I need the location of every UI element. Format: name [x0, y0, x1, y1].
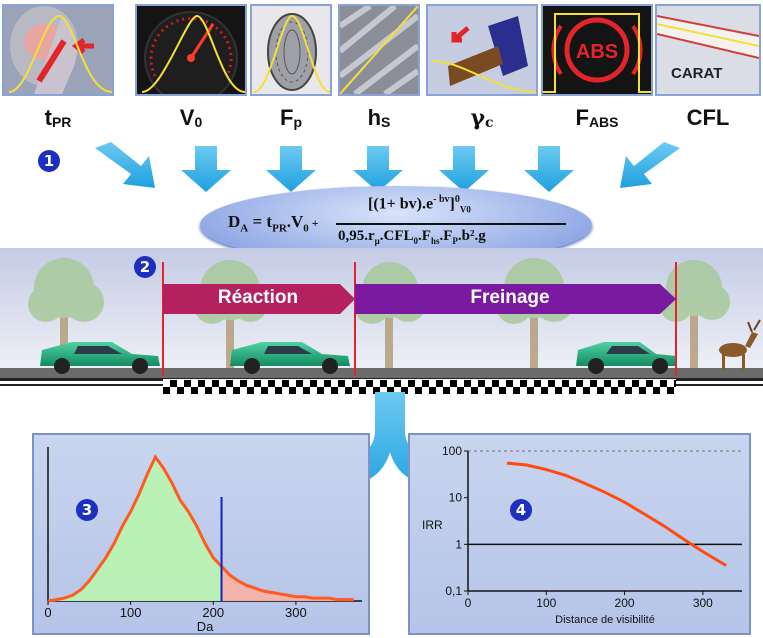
area-below-threshold — [48, 457, 222, 601]
x-axis-label: Distance de visibilité — [555, 614, 655, 626]
factor-card-tpr — [2, 4, 114, 96]
deer-icon — [719, 319, 761, 370]
x-tick-label: 200 — [615, 596, 635, 610]
x-tick-label: 0 — [44, 605, 51, 620]
carat-road-icon: CARAT — [657, 6, 759, 94]
chart-panel-distribution: 0 100 200 300 Da 3 — [32, 433, 370, 635]
phase-braking-label: Freinage — [470, 287, 550, 308]
arrow-down-icon — [181, 146, 574, 192]
x-tick-label: 300 — [693, 596, 713, 610]
car-icon — [40, 342, 676, 374]
x-tick-label: 200 — [202, 605, 224, 620]
irr-chart: 0,1 1 10 100 0 100 200 300 IRR Distance de visibi… — [422, 444, 742, 626]
brake-pedal-icon — [428, 6, 536, 94]
x-tick-label: 300 — [285, 605, 307, 620]
tread-icon — [340, 6, 418, 94]
step-4-badge: 4 — [510, 499, 532, 521]
reaction-arrow — [163, 284, 355, 314]
formula-numerator: [(1+ bv).e- bv]0V0 — [368, 194, 471, 215]
y-tick-label: 0,1 — [445, 584, 462, 598]
area-above-threshold — [221, 566, 354, 601]
y-tick-label: 100 — [442, 444, 462, 458]
chart-panel-irr: 0,1 1 10 100 0 100 200 300 IRR Distance de visibi… — [408, 433, 751, 635]
y-tick-label: 1 — [455, 537, 462, 551]
label-tpr: tPR — [44, 105, 72, 130]
label-fp: Fp — [279, 105, 302, 130]
braking-arrow — [355, 284, 676, 314]
formula-lhs: DA = tPR.V0 + — [228, 212, 319, 235]
formula-denominator: 0,95.rμ.CFL0.Fhs.FP.b².g — [338, 228, 486, 246]
factor-card-v0 — [135, 4, 247, 96]
distribution-line — [47, 454, 354, 603]
label-fabs: FABS — [575, 105, 619, 130]
x-axis-label: Da — [197, 619, 214, 633]
factor-card-hs — [338, 4, 420, 96]
irr-line — [506, 461, 728, 567]
factor-card-fp — [250, 4, 332, 96]
label-gc: γc — [470, 105, 494, 131]
factor-card-cfl: CARAT — [655, 4, 761, 96]
checkered-pattern — [163, 380, 676, 394]
step-2-badge: 2 — [134, 256, 156, 278]
label-v0: V0 — [179, 105, 203, 130]
y-tick-label: 10 — [449, 491, 463, 505]
road-scene — [0, 248, 763, 391]
distribution-chart: 0 100 200 300 Da — [44, 447, 362, 634]
fraction-bar — [336, 223, 566, 225]
factor-card-gc — [426, 4, 538, 96]
input-arrows — [95, 142, 680, 192]
phase-reaction-label: Réaction — [217, 287, 299, 308]
x-tick-label: 100 — [120, 605, 142, 620]
y-axis-label: IRR — [422, 518, 443, 532]
x-tick-label: 0 — [465, 596, 472, 610]
abs-warning-icon: ABS — [543, 6, 651, 94]
step-1-badge: 1 — [38, 150, 60, 172]
tyre-icon — [252, 6, 330, 94]
x-tick-label: 100 — [536, 596, 556, 610]
label-hs: hS — [367, 105, 391, 130]
factor-card-fabs: ABS — [541, 4, 653, 96]
formula: DA = tPR.V0 + [(1+ bv).e- bv]0V0 0,95.rμ… — [228, 194, 568, 258]
step-3-badge: 3 — [76, 499, 98, 521]
head-reaction-icon — [4, 6, 112, 94]
abs-text: ABS — [576, 41, 618, 63]
speedometer-icon — [137, 6, 245, 94]
label-cfl: CFL — [686, 105, 730, 130]
diagonal-arrow-icon — [95, 142, 680, 188]
carat-text: CARAT — [671, 65, 722, 82]
